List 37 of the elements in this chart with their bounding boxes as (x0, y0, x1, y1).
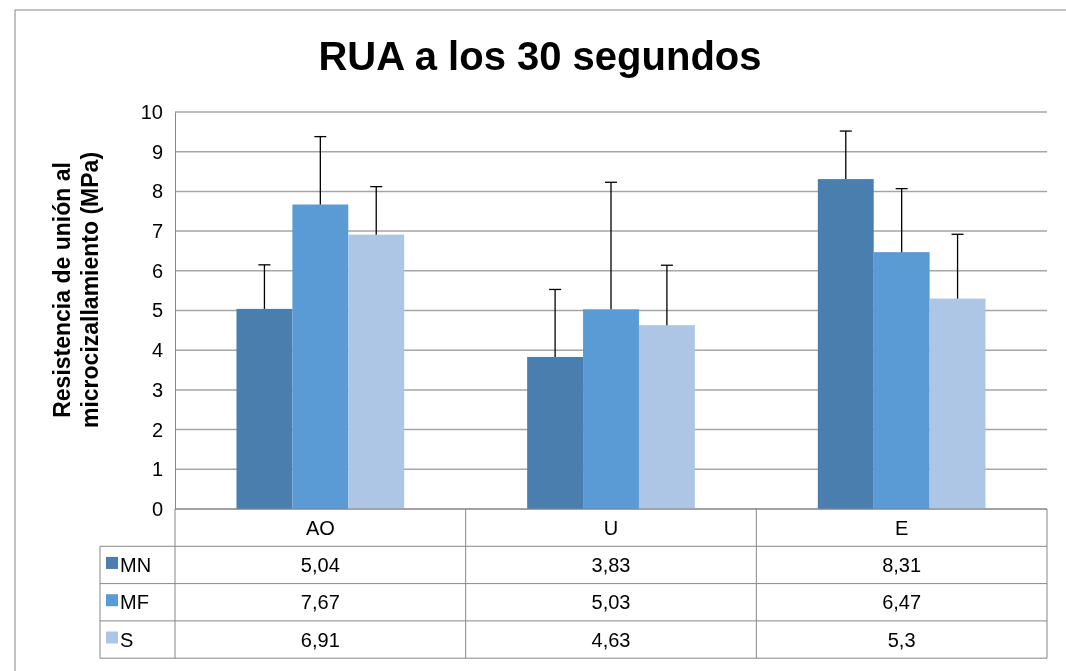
y-tick-label: 10 (140, 100, 163, 123)
chart-title: RUA a los 30 segundos (318, 34, 762, 78)
bar (873, 252, 930, 509)
data-label: 4,63 (591, 628, 631, 651)
bar (929, 298, 986, 509)
bar (527, 356, 584, 509)
y-tick-label: 8 (151, 180, 163, 203)
data-label: 5,03 (591, 591, 631, 614)
y-tick-label: 6 (151, 259, 163, 282)
legend-label: MN (120, 553, 152, 576)
bar (638, 325, 695, 509)
y-tick-label: 3 (151, 378, 163, 401)
y-tick-label: 0 (151, 497, 163, 520)
y-tick-label: 9 (151, 140, 163, 163)
y-tick-label: 5 (151, 299, 163, 322)
y-tick-label: 1 (151, 458, 163, 481)
y-tick-label: 4 (151, 339, 163, 362)
legend-label: MF (120, 591, 149, 614)
x-tick-label: E (894, 516, 909, 539)
bar (583, 309, 639, 509)
data-label: 6,91 (300, 628, 340, 651)
data-label: 6,47 (882, 591, 922, 614)
y-tick-label: 7 (151, 220, 163, 242)
data-label: 8,31 (882, 553, 922, 576)
x-tick-label: AO (305, 516, 335, 539)
bar (348, 234, 405, 509)
y-tick-label: 2 (151, 418, 163, 441)
x-tick-label: U (603, 516, 619, 539)
bar (817, 179, 874, 509)
y-axis-title: Resistencia de unión al microcizallamiento (MPa) (49, 151, 103, 429)
data-label: 5,04 (300, 553, 340, 576)
bar (292, 204, 349, 509)
legend-label: S (120, 628, 134, 651)
data-label: 5,3 (887, 628, 916, 651)
data-label: 7,67 (300, 591, 340, 614)
data-label: 3,83 (591, 553, 631, 576)
bar (236, 308, 293, 509)
